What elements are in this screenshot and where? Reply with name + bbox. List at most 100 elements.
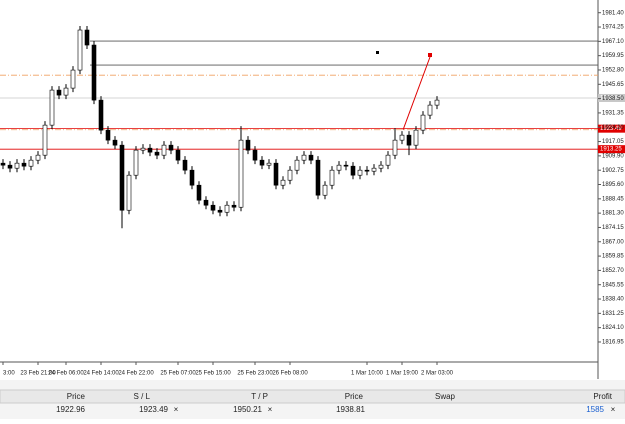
candle-body: [126, 174, 132, 211]
candle-body: [252, 149, 258, 161]
price-tag: [598, 124, 625, 133]
y-tick-label: 1981.40: [602, 10, 624, 16]
candle-body: [154, 151, 160, 156]
candle-body: [14, 162, 20, 169]
candle-body: [189, 169, 195, 186]
y-tick-label: 1909.90: [602, 153, 624, 159]
candle-body: [392, 139, 398, 156]
col-header[interactable]: T / P: [251, 392, 268, 401]
x-tick-label: 3:00: [3, 371, 15, 377]
close-order[interactable]: ×: [611, 405, 616, 414]
take-profit: 1950.21: [233, 405, 262, 414]
y-tick-label: 1874.15: [602, 225, 624, 231]
col-header[interactable]: Swap: [435, 392, 456, 401]
x-tick-label: 1 Mar 10:00: [351, 371, 384, 377]
candle-body: [308, 154, 314, 161]
x-tick-label: 25 Feb 07:00: [160, 371, 196, 377]
candle-body: [329, 169, 335, 186]
y-tick-label: 1917.05: [602, 139, 624, 145]
candle-body: [84, 29, 90, 46]
candle-body: [420, 114, 426, 131]
candle-body: [259, 159, 265, 166]
stop-loss: 1923.49: [139, 405, 168, 414]
candle-body: [294, 159, 300, 171]
candle-body: [77, 29, 83, 71]
y-tick-label: 1888.45: [602, 196, 624, 202]
y-tick-label: 1881.30: [602, 211, 624, 217]
candle-body: [343, 164, 349, 167]
remove-sl[interactable]: ×: [174, 405, 179, 414]
y-tick-label: 1867.00: [602, 239, 624, 245]
y-tick-label: 1924.20: [602, 125, 624, 131]
object-marker: [376, 51, 379, 54]
candle-body: [434, 99, 440, 106]
candle-body: [42, 124, 48, 156]
candle-body: [203, 199, 209, 206]
candle-body: [35, 154, 41, 161]
x-tick-label: 2 Mar 03:00: [421, 371, 454, 377]
x-tick-label: 1 Mar 19:00: [386, 371, 419, 377]
y-tick-label: 1945.65: [602, 82, 624, 88]
candle-body: [168, 144, 174, 151]
y-tick-label: 1859.85: [602, 254, 624, 260]
candle-body: [0, 162, 6, 166]
open-price: 1922.96: [56, 405, 85, 414]
candle-body: [413, 129, 419, 146]
candle-body: [56, 89, 62, 96]
y-tick-label: 1952.80: [602, 68, 624, 74]
candle-body: [140, 147, 146, 151]
candle-body: [63, 87, 69, 96]
candle-body: [350, 165, 356, 176]
col-header[interactable]: Price: [67, 392, 86, 401]
y-tick-label: 1931.35: [602, 111, 624, 117]
candle-body: [182, 159, 188, 171]
price-tag-label: 1923.49: [600, 126, 622, 132]
candle-body: [322, 184, 328, 196]
candle-body: [217, 209, 223, 213]
candle-body: [371, 167, 377, 172]
col-header[interactable]: Price: [345, 392, 364, 401]
candle-body: [301, 154, 307, 161]
candle-body: [161, 144, 167, 156]
candle-body: [238, 139, 244, 208]
candle-body: [427, 104, 433, 116]
candle-body: [357, 169, 363, 176]
candle-body: [364, 169, 370, 172]
current-price: 1938.81: [336, 405, 365, 414]
candle-body: [315, 159, 321, 196]
candle-body: [224, 204, 230, 213]
candle-body: [210, 204, 216, 211]
y-tick-label: 1895.60: [602, 182, 624, 188]
candle-body: [112, 139, 118, 146]
candle-body: [49, 89, 55, 126]
candle-body: [266, 162, 272, 166]
candle-body: [406, 134, 412, 146]
y-tick-label: 1845.55: [602, 282, 624, 288]
candle-body: [196, 184, 202, 201]
remove-tp[interactable]: ×: [268, 405, 273, 414]
y-tick-label: 1824.10: [602, 325, 624, 331]
candle-body: [245, 139, 251, 151]
x-tick-label: 25 Feb 15:00: [195, 371, 231, 377]
y-tick-label: 1902.75: [602, 168, 624, 174]
candle-body: [21, 162, 27, 167]
candle-body: [385, 154, 391, 166]
candle-body: [105, 129, 111, 141]
price-tag: [598, 93, 625, 102]
x-tick-label: 23 Feb 21:00: [20, 371, 56, 377]
candle-body: [280, 179, 286, 186]
price-tag-label: 1913.25: [600, 147, 622, 153]
x-tick-label: 24 Feb 06:00: [48, 371, 84, 377]
arrow-head: [428, 53, 432, 57]
candle-body: [98, 99, 104, 131]
x-tick-label: 24 Feb 14:00: [83, 371, 119, 377]
price-tag-label: 1938.81: [600, 96, 622, 102]
x-tick-label: 24 Feb 22:00: [118, 371, 154, 377]
col-header[interactable]: S / L: [134, 392, 151, 401]
candle-body: [147, 147, 153, 153]
col-header[interactable]: Profit: [593, 392, 612, 401]
candle-body: [399, 134, 405, 141]
trade-arrow: [402, 56, 431, 131]
plot-area: [0, 0, 598, 362]
